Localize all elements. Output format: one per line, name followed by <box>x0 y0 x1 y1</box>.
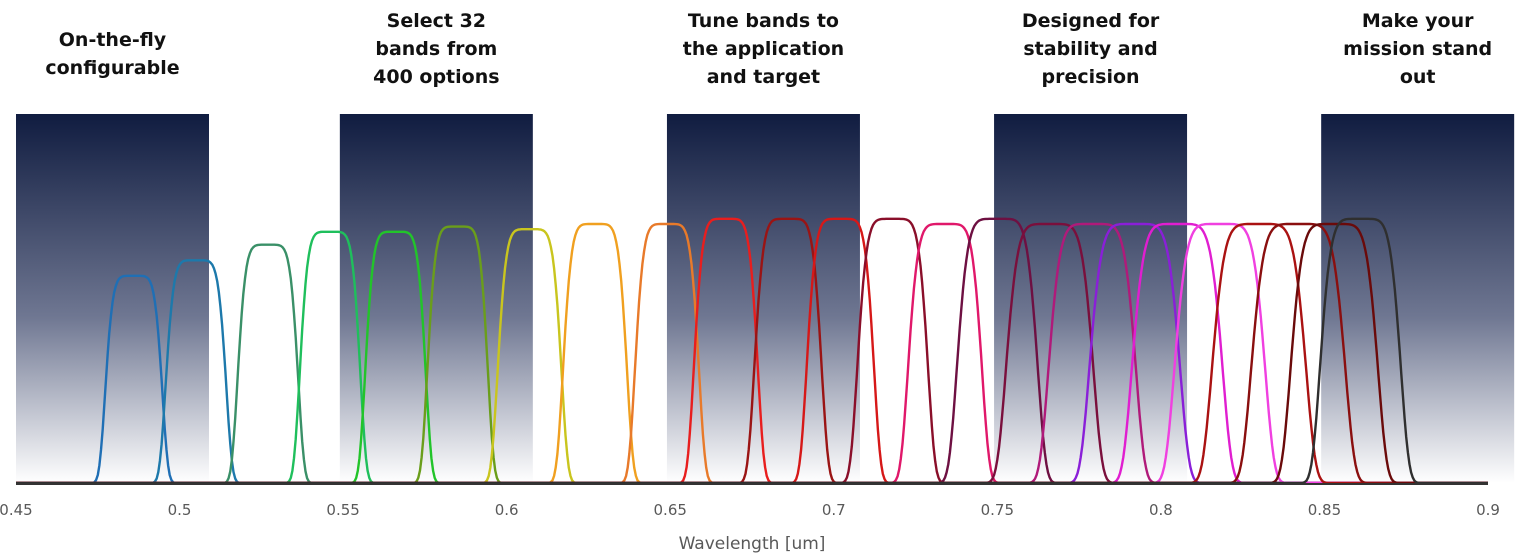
x-tick-label: 0.8 <box>1149 501 1173 519</box>
feature-title-4: Designed for stability and precision <box>1022 10 1160 88</box>
feature-panel-5 <box>1321 114 1515 483</box>
feature-titles: On-the-fly configurable Select 32 bands fro… <box>45 10 1492 88</box>
x-tick-label: 0.75 <box>981 501 1014 519</box>
x-axis: 0.45 0.5 0.55 0.6 0.65 0.7 0.75 0.8 0.85 0.9 Wavel… <box>0 483 1500 554</box>
x-tick-label: 0.6 <box>495 501 519 519</box>
feature-title-3: Tune bands to the application and target <box>683 10 844 88</box>
x-tick-label: 0.65 <box>654 501 687 519</box>
feature-panel-2 <box>339 114 533 483</box>
x-tick-label: 0.9 <box>1476 501 1500 519</box>
x-tick-label: 0.55 <box>326 501 359 519</box>
x-tick-label: 0.7 <box>822 501 846 519</box>
x-axis-title: Wavelength [um] <box>679 534 826 554</box>
feature-title-1: On-the-fly configurable <box>45 29 179 79</box>
feature-panel-4 <box>994 114 1188 483</box>
x-tick-label: 0.5 <box>168 501 192 519</box>
feature-title-5: Make your mission stand out <box>1343 10 1492 88</box>
feature-panels <box>16 114 1515 483</box>
x-tick-label: 0.85 <box>1308 501 1341 519</box>
feature-title-2: Select 32 bands from 400 options <box>373 10 499 88</box>
x-tick-label: 0.45 <box>0 501 33 519</box>
feature-panel-3 <box>666 114 860 483</box>
